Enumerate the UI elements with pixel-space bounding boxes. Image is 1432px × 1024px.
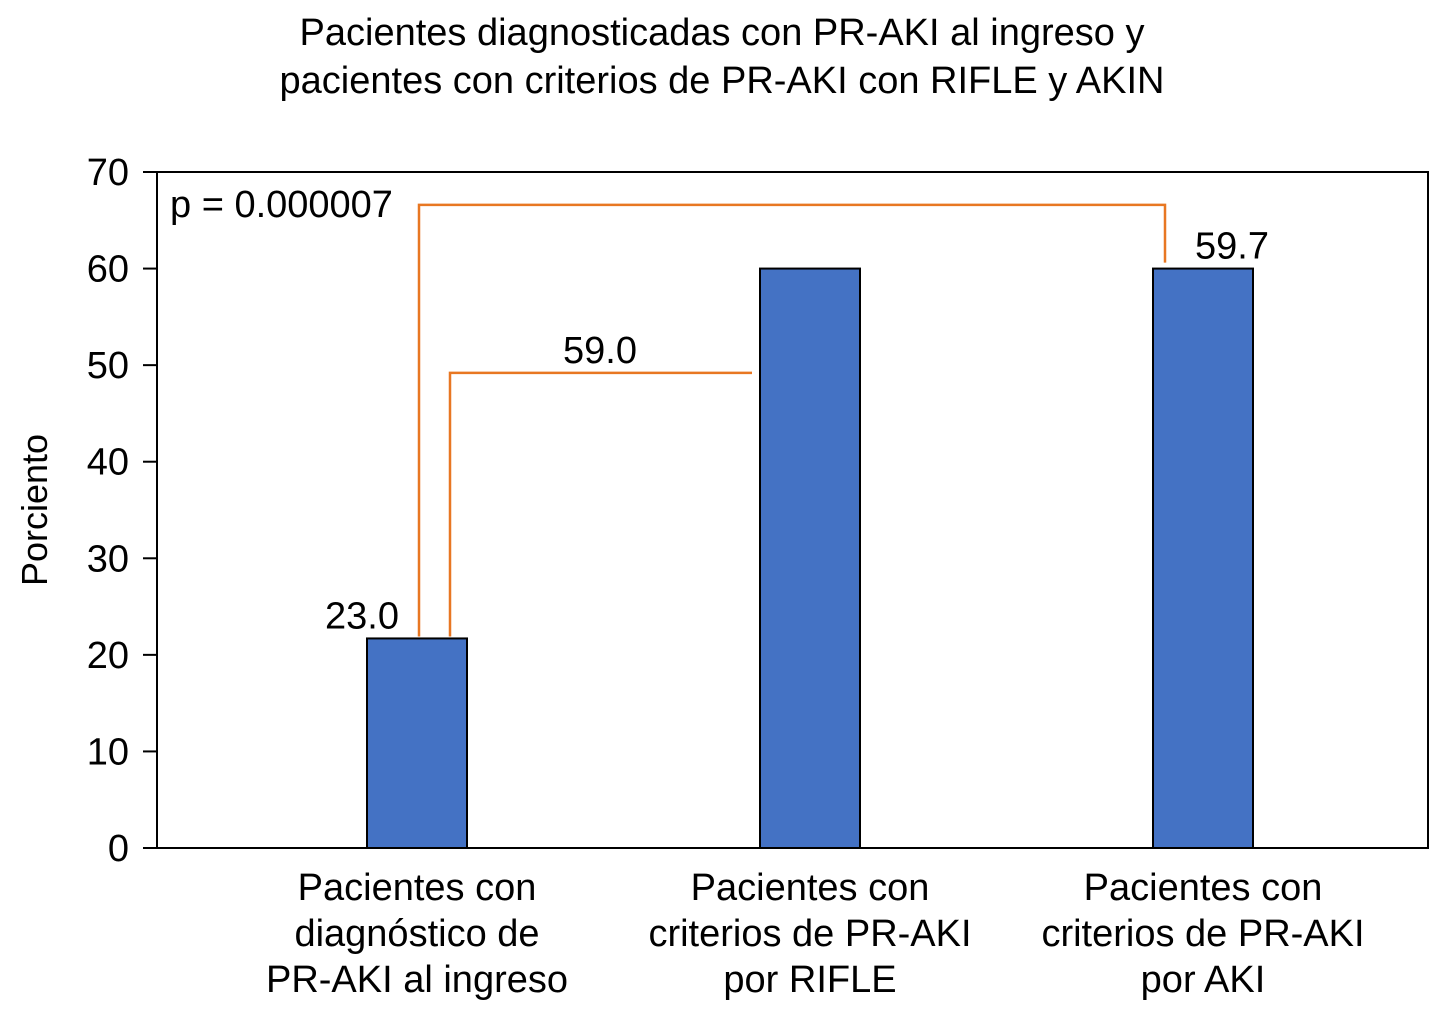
comparison-label: 59.0	[563, 330, 637, 372]
x-category-label: por RIFLE	[723, 959, 896, 1001]
p-value-label: p = 0.000007	[170, 184, 393, 226]
chart-title-line: pacientes con criterios de PR-AKI con RI…	[280, 60, 1165, 102]
data-label: 59.7	[1195, 226, 1269, 268]
x-category-label: criterios de PR-AKI	[1041, 913, 1364, 955]
chart-title-line: Pacientes diagnosticadas con PR-AKI al i…	[300, 12, 1145, 54]
x-category-label: criterios de PR-AKI	[648, 913, 971, 955]
y-tick-label: 10	[87, 731, 129, 773]
bar	[366, 637, 468, 849]
y-tick-label: 60	[87, 249, 129, 291]
x-category-label: Pacientes con	[691, 867, 930, 909]
y-tick-label: 30	[87, 538, 129, 580]
x-category-label: diagnóstico de	[294, 913, 539, 955]
x-category-label: PR-AKI al ingreso	[266, 959, 568, 1001]
data-label: 23.0	[325, 595, 399, 637]
x-category-label: Pacientes con	[298, 867, 537, 909]
y-tick-label: 50	[87, 345, 129, 387]
x-category-label: Pacientes con	[1084, 867, 1323, 909]
comparison-bracket	[448, 371, 752, 637]
significance-bracket	[417, 203, 1167, 637]
bar	[759, 267, 861, 850]
y-tick-label: 70	[87, 152, 129, 194]
y-tick-label: 20	[87, 635, 129, 677]
y-tick-label: 40	[87, 442, 129, 484]
y-axis-label: Porciento	[14, 434, 55, 586]
x-category-label: por AKI	[1141, 959, 1266, 1001]
y-tick-label: 0	[108, 828, 129, 870]
bar	[1152, 267, 1254, 850]
